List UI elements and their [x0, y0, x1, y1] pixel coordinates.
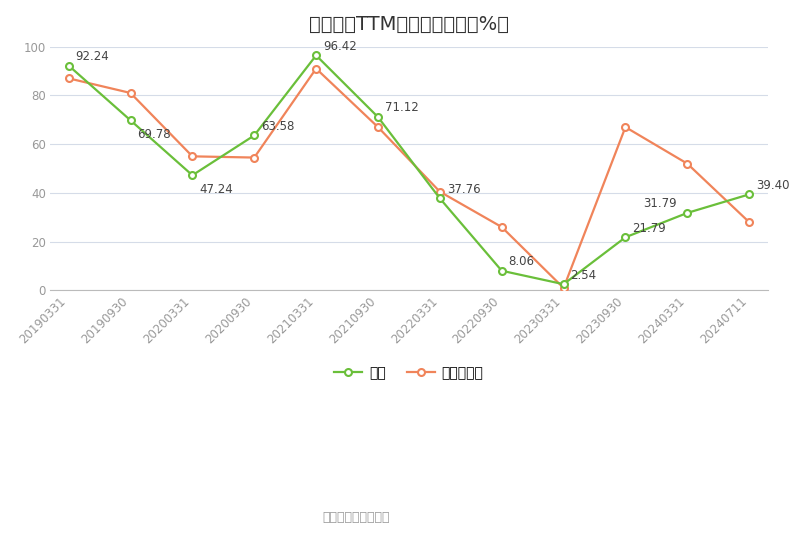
行业中位数: [435, 188, 445, 195]
Text: 37.76: 37.76: [447, 183, 480, 196]
Text: 69.78: 69.78: [137, 128, 171, 141]
行业中位数: [64, 75, 73, 81]
Text: 47.24: 47.24: [199, 183, 233, 197]
公司: [187, 172, 197, 179]
公司: [126, 117, 136, 123]
Legend: 公司, 行业中位数: 公司, 行业中位数: [329, 361, 489, 386]
Text: 96.42: 96.42: [323, 40, 357, 53]
公司: [435, 195, 445, 201]
Title: 市盈率（TTM）历史百分位（%）: 市盈率（TTM）历史百分位（%）: [309, 15, 509, 34]
行业中位数: [249, 155, 259, 161]
公司: [558, 281, 568, 288]
Text: 8.06: 8.06: [508, 255, 535, 268]
行业中位数: [187, 153, 197, 159]
行业中位数: [312, 66, 321, 72]
行业中位数: [126, 90, 136, 96]
Text: 63.58: 63.58: [261, 120, 295, 133]
Line: 行业中位数: 行业中位数: [65, 65, 753, 292]
Text: 39.40: 39.40: [756, 179, 789, 192]
Line: 公司: 公司: [65, 52, 753, 288]
行业中位数: [497, 224, 507, 230]
公司: [249, 132, 259, 139]
公司: [373, 114, 383, 120]
公司: [497, 268, 507, 274]
行业中位数: [621, 124, 630, 130]
行业中位数: [683, 161, 692, 167]
公司: [621, 234, 630, 241]
Text: 71.12: 71.12: [385, 102, 419, 115]
行业中位数: [373, 124, 383, 130]
公司: [312, 52, 321, 58]
行业中位数: [744, 219, 754, 225]
公司: [683, 210, 692, 216]
公司: [744, 191, 754, 198]
Text: 2.54: 2.54: [571, 269, 596, 282]
公司: [64, 62, 73, 69]
行业中位数: [558, 284, 568, 291]
Text: 92.24: 92.24: [76, 50, 109, 63]
Text: 21.79: 21.79: [633, 222, 666, 235]
Text: 数据来源：恒生聚源: 数据来源：恒生聚源: [323, 511, 391, 524]
Text: 31.79: 31.79: [643, 197, 676, 210]
